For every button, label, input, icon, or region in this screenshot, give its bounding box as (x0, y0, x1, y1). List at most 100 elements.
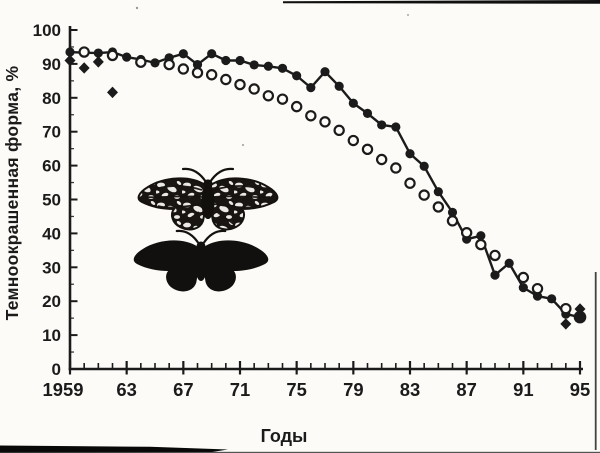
filled-circle-marker (93, 48, 103, 58)
filled-circle-marker (292, 71, 302, 81)
open-circle-marker (390, 162, 402, 174)
diamond-marker (560, 318, 572, 330)
open-circle-marker (361, 143, 374, 156)
x-tick-label: 83 (400, 379, 420, 400)
filled-circle-marker (235, 55, 245, 66)
y-tick-label: 100 (33, 21, 61, 40)
open-circle-marker (560, 302, 572, 315)
diamond-marker (92, 56, 104, 68)
filled-circle-marker (221, 55, 231, 66)
scan-artifact-top-edge (283, 0, 600, 4)
filled-circle-marker (334, 81, 344, 91)
open-circle-marker (489, 249, 501, 262)
open-circle-marker (205, 69, 218, 81)
x-tick-label: 63 (116, 379, 136, 400)
filled-circle-marker (391, 122, 401, 132)
filled-circle-marker (433, 187, 443, 197)
melanic-frequency-filled-circles (65, 47, 587, 324)
y-tick-label: 0 (52, 360, 61, 379)
open-circle-marker (248, 83, 260, 95)
y-tick-label: 60 (42, 157, 61, 176)
open-circle-marker (333, 124, 345, 137)
filled-circle-marker (419, 161, 429, 171)
diamond-marker (78, 62, 90, 74)
x-tick-label: 71 (230, 379, 250, 400)
filled-circle-marker (263, 61, 273, 71)
open-circle-marker (163, 58, 175, 71)
x-tick-label: 79 (343, 379, 363, 400)
peppered-moth-carbonaria-illustration (134, 231, 269, 292)
peppered-moth-typica-illustration (139, 169, 278, 230)
y-axis-title: Темноокрашенная форма, % (2, 65, 22, 321)
filled-circle-marker (547, 294, 557, 304)
filled-circle-marker (362, 108, 373, 118)
x-tick-label: 91 (513, 379, 533, 400)
open-circle-marker (375, 153, 388, 166)
open-circle-marker (135, 56, 147, 68)
open-circle-marker (475, 238, 487, 251)
x-axis-title: Годы (260, 426, 308, 446)
y-tick-label: 90 (42, 55, 61, 74)
filled-circle-marker (518, 283, 528, 293)
filled-circle-marker (178, 49, 188, 59)
filled-circle-marker (405, 149, 415, 159)
diamond-marker (574, 303, 586, 315)
open-circle-marker (290, 100, 303, 113)
series-line (69, 50, 581, 319)
y-tick-label: 80 (42, 89, 61, 108)
filled-circle-marker (249, 60, 259, 70)
scan-artifact-right-line (594, 272, 597, 450)
filled-circle-marker (192, 59, 203, 70)
scan-speck (241, 143, 245, 147)
x-tick-label: 95 (570, 379, 590, 400)
open-circle-marker (191, 67, 204, 79)
axes: 0 10 20 30 40 50 60 70 80 90 100 1959 63 67 71 75 79 83 87… (33, 21, 591, 400)
open-circle-marker (262, 90, 275, 102)
diamond-marker (64, 54, 76, 67)
filled-circle-marker (490, 270, 500, 280)
y-tick-label: 20 (42, 292, 61, 311)
open-circle-marker (531, 282, 544, 295)
filled-circle-marker (476, 231, 486, 241)
open-circle-marker (78, 46, 90, 58)
y-tick-label: 50 (42, 191, 61, 210)
filled-circle-marker (207, 49, 217, 59)
filled-circle-marker (348, 98, 358, 108)
melanic-frequency-open-circles (78, 46, 572, 315)
filled-circle-marker (277, 63, 288, 73)
filled-circle-marker (150, 58, 160, 68)
y-tick-label: 70 (42, 123, 61, 142)
open-circle-marker (276, 93, 289, 105)
scan-artifact-bottom-line (0, 451, 600, 453)
filled-circle-marker (306, 83, 316, 93)
filled-circle-marker (122, 52, 132, 62)
x-tick-label: 87 (456, 379, 476, 400)
open-circle-marker (460, 227, 473, 239)
scan-artifact-bottom-band (0, 445, 228, 453)
open-circle-marker (347, 134, 360, 147)
diamond-marker (107, 86, 118, 99)
open-circle-marker (220, 73, 232, 86)
open-circle-marker (446, 215, 459, 227)
open-circle-marker (404, 177, 416, 189)
filled-circle-marker (320, 67, 330, 77)
x-tick-label: 75 (286, 379, 306, 400)
x-tick-label: 67 (173, 379, 193, 400)
scan-speck (135, 6, 139, 10)
y-tick-label: 30 (42, 258, 61, 277)
filled-circle-marker (447, 207, 458, 217)
open-circle-marker (319, 116, 331, 128)
filled-circle-marker (573, 310, 587, 324)
open-circle-marker (432, 201, 445, 213)
scan-speck (406, 13, 410, 17)
open-circle-marker (106, 49, 119, 62)
y-tick-label: 40 (42, 224, 61, 243)
open-circle-marker (305, 110, 317, 122)
wing-veins (145, 185, 271, 226)
open-circle-marker (177, 63, 190, 75)
filled-circle-marker (65, 47, 75, 57)
filled-circle-marker (504, 258, 514, 268)
open-circle-marker (234, 78, 246, 91)
